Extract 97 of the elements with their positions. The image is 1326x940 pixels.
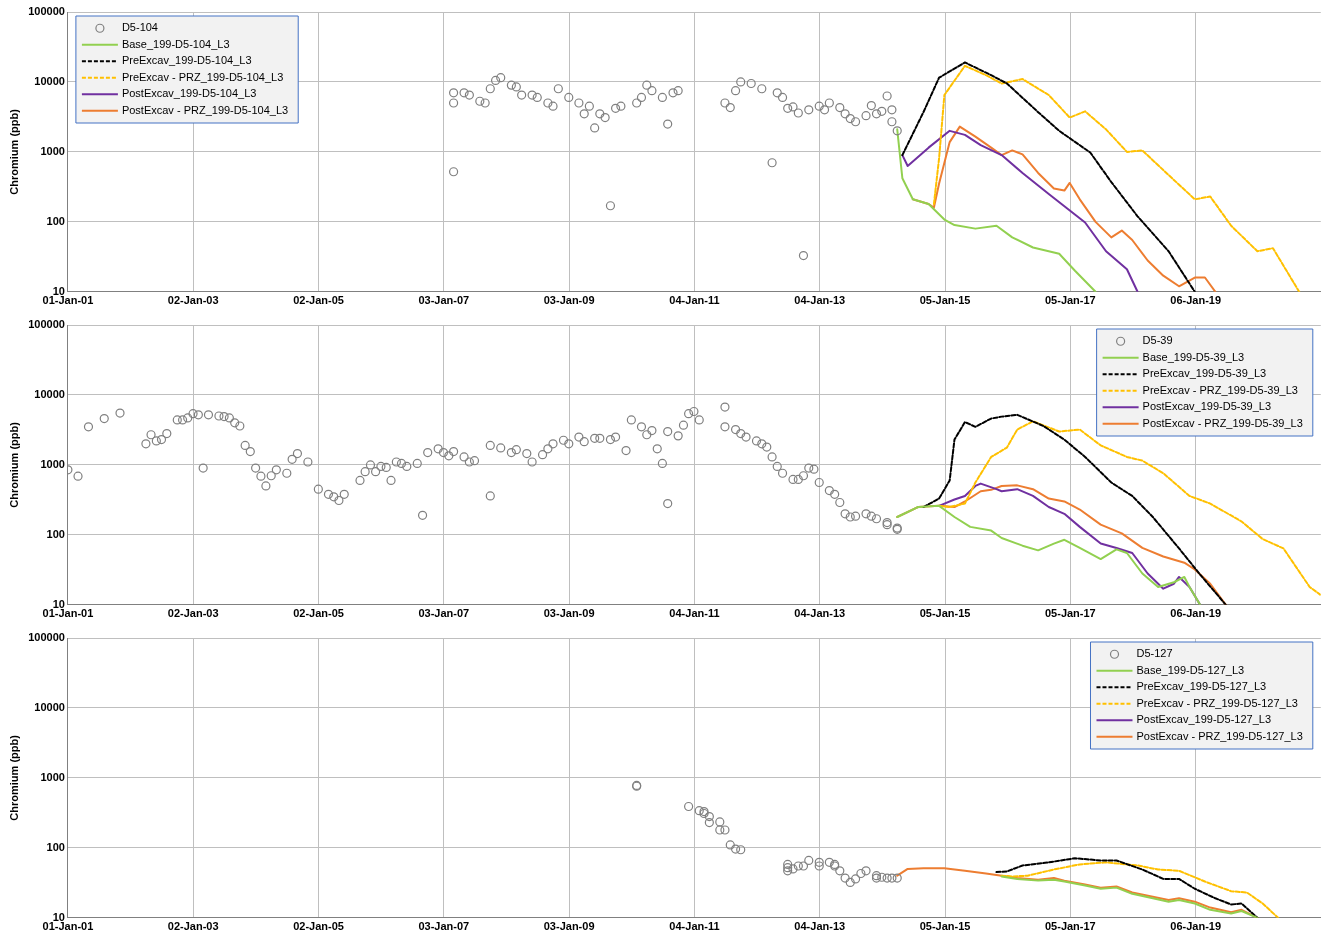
x-tick-label: 02-Jan-03 bbox=[167, 607, 219, 620]
x-tick-label: 05-Jan-15 bbox=[919, 294, 971, 307]
legend-label: PreExcav - PRZ_199-D5-104_L3 bbox=[121, 70, 284, 83]
legend-label: PreExcav - PRZ_199-D5-39_L3 bbox=[1142, 383, 1298, 396]
x-tick-label: 04-Jan-13 bbox=[794, 920, 846, 933]
y-tick-label: 100 bbox=[46, 527, 65, 540]
x-tick-label: 04-Jan-13 bbox=[794, 294, 846, 307]
x-tick-label: 05-Jan-17 bbox=[1044, 294, 1096, 307]
point bbox=[694, 806, 704, 816]
point bbox=[850, 874, 861, 884]
point bbox=[715, 817, 725, 827]
y-axis-title: Chromium (ppb) bbox=[7, 108, 20, 195]
point bbox=[783, 859, 793, 869]
point bbox=[840, 873, 850, 883]
x-tick-label: 01-Jan-01 bbox=[42, 294, 94, 307]
x-tick-label: 03-Jan-09 bbox=[543, 294, 595, 307]
point bbox=[861, 866, 871, 876]
point bbox=[715, 825, 725, 835]
point bbox=[835, 866, 845, 876]
point bbox=[824, 857, 834, 867]
line-series bbox=[901, 61, 1196, 292]
legend-label: Base_199-D5-127_L3 bbox=[1136, 663, 1245, 676]
y-tick-label: 10 bbox=[52, 597, 65, 610]
x-tick-label: 02-Jan-05 bbox=[293, 294, 344, 307]
legend-label: PostExcav_199-D5-39_L3 bbox=[1142, 400, 1272, 413]
y-tick-label: 100 bbox=[46, 214, 65, 227]
legend-label: D5-127 bbox=[1136, 647, 1173, 660]
point bbox=[793, 861, 803, 871]
x-tick-label: 05-Jan-15 bbox=[919, 607, 971, 620]
x-tick-label: 05-Jan-17 bbox=[1044, 607, 1096, 620]
y-tick-label: 10000 bbox=[34, 387, 65, 400]
y-tick-label: 1000 bbox=[40, 770, 65, 783]
point bbox=[725, 840, 735, 850]
legend-label: PreExcav_199-D5-104_L3 bbox=[121, 54, 252, 67]
point bbox=[887, 873, 897, 883]
y-tick-label: 100000 bbox=[28, 318, 65, 331]
line-series bbox=[932, 64, 1301, 292]
y-tick-label: 100 bbox=[46, 840, 65, 853]
point bbox=[798, 861, 809, 871]
x-tick-label: 06-Jan-19 bbox=[1170, 607, 1222, 620]
y-tick-label: 10000 bbox=[34, 74, 65, 87]
x-tick-label: 06-Jan-19 bbox=[1170, 294, 1222, 307]
legend-label: Base_199-D5-104_L3 bbox=[121, 37, 230, 50]
legend-label: PostExcav - PRZ_199-D5-127_L3 bbox=[1136, 729, 1303, 742]
x-tick-label: 04-Jan-11 bbox=[669, 294, 720, 307]
point bbox=[704, 817, 714, 828]
x-tick-label: 02-Jan-03 bbox=[167, 294, 219, 307]
x-tick-label: 03-Jan-07 bbox=[418, 607, 470, 620]
y-tick-label: 10000 bbox=[34, 700, 65, 713]
x-tick-label: 04-Jan-11 bbox=[669, 920, 720, 933]
y-tick-label: 10 bbox=[52, 910, 65, 923]
point bbox=[856, 868, 866, 879]
y-tick-label: 1000 bbox=[40, 457, 65, 470]
point bbox=[788, 864, 798, 874]
x-tick-label: 05-Jan-15 bbox=[919, 920, 971, 933]
point bbox=[720, 825, 730, 835]
legend-label: D5-104 bbox=[121, 21, 158, 34]
legend-label: Base_199-D5-39_L3 bbox=[1142, 350, 1245, 363]
point bbox=[736, 845, 746, 855]
point bbox=[704, 811, 714, 822]
legend-label: PostExcav - PRZ_199-D5-39_L3 bbox=[1142, 416, 1303, 429]
x-tick-label: 03-Jan-07 bbox=[418, 920, 470, 933]
point bbox=[814, 861, 824, 871]
x-tick-label: 05-Jan-17 bbox=[1044, 920, 1096, 933]
point bbox=[814, 857, 824, 867]
y-tick-label: 100000 bbox=[28, 5, 65, 18]
y-axis-title: Chromium (ppb) bbox=[7, 734, 20, 821]
point bbox=[684, 801, 694, 812]
legend-label: PreExcav - PRZ_199-D5-127_L3 bbox=[1136, 696, 1298, 709]
point bbox=[804, 855, 814, 866]
legend-label: PostExcav_199-D5-104_L3 bbox=[121, 87, 257, 100]
x-tick-label: 01-Jan-01 bbox=[42, 920, 94, 933]
x-tick-label: 01-Jan-01 bbox=[42, 607, 94, 620]
y-tick-label: 10 bbox=[52, 284, 65, 297]
point bbox=[730, 844, 741, 854]
legend-label: PostExcav_199-D5-127_L3 bbox=[1136, 713, 1272, 726]
point bbox=[892, 873, 902, 883]
x-tick-label: 03-Jan-09 bbox=[543, 607, 595, 620]
x-tick-label: 02-Jan-05 bbox=[293, 920, 344, 933]
point bbox=[882, 873, 892, 883]
x-tick-label: 03-Jan-07 bbox=[418, 294, 470, 307]
legend-label: PreExcav_199-D5-39_L3 bbox=[1142, 367, 1267, 380]
y-tick-label: 100000 bbox=[28, 631, 65, 644]
x-tick-label: 02-Jan-05 bbox=[293, 607, 344, 620]
x-tick-label: 04-Jan-11 bbox=[669, 607, 720, 620]
legend-label: PostExcav - PRZ_199-D5-104_L3 bbox=[121, 103, 289, 116]
y-axis-title: Chromium (ppb) bbox=[7, 421, 20, 508]
y-tick-label: 1000 bbox=[40, 144, 65, 157]
legend-label: PreExcav_199-D5-127_L3 bbox=[1136, 680, 1267, 693]
legend-label: D5-39 bbox=[1142, 334, 1173, 347]
x-tick-label: 02-Jan-03 bbox=[167, 920, 219, 933]
x-tick-label: 06-Jan-19 bbox=[1170, 920, 1222, 933]
x-tick-label: 04-Jan-13 bbox=[794, 607, 846, 620]
point bbox=[845, 877, 855, 888]
point bbox=[877, 872, 887, 882]
line-series bbox=[938, 420, 1321, 596]
x-tick-label: 03-Jan-09 bbox=[543, 920, 595, 933]
